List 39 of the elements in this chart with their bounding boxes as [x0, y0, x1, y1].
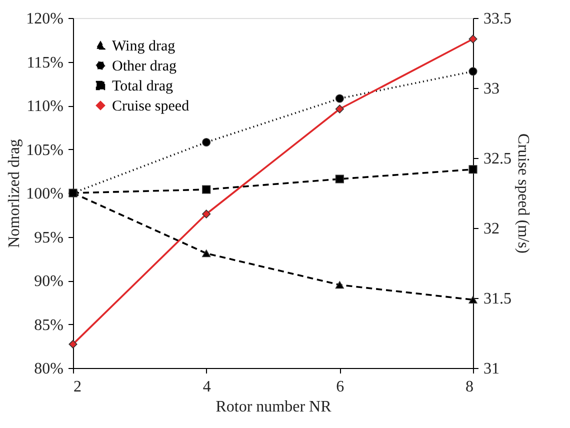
y2-axis-title: Cruise speed (m/s): [514, 134, 532, 254]
point: [68, 340, 78, 348]
legend-label: Total drag: [112, 78, 174, 94]
point: [335, 174, 344, 184]
point: [202, 185, 211, 194]
y2-tick-label: 33.5: [484, 10, 512, 28]
point: [468, 34, 478, 44]
point: [468, 165, 478, 174]
y2-tick-label: 32.5: [484, 150, 512, 168]
y-axis-title: Nomorlized drag: [6, 139, 24, 248]
y-tick-label: 85%: [34, 316, 64, 334]
point: [202, 210, 211, 218]
y-tick-label: 90%: [34, 273, 64, 290]
point: [202, 250, 211, 258]
legend-label: Cruise speed: [112, 98, 190, 114]
legend-label: Other drag: [112, 58, 178, 74]
point: [468, 296, 478, 304]
y-tick-label: 80%: [34, 360, 64, 378]
y2-tick-label: 31: [484, 360, 500, 378]
y2-tick-label: 32: [484, 220, 500, 238]
point: [335, 94, 344, 103]
y2-tick-label: 33: [484, 80, 500, 98]
x-tick-label: 6: [336, 378, 344, 396]
x-tick-label: 4: [202, 378, 211, 396]
legend-label: Wing drag: [112, 38, 176, 54]
y-tick-label: 115%: [26, 54, 64, 72]
point: [202, 138, 211, 147]
point: [335, 281, 344, 289]
y-tick-label: 120%: [26, 10, 64, 28]
y2-tick-label: 31.5: [484, 290, 512, 308]
x-tick-label: 2: [74, 378, 82, 396]
y-tick-label: 105%: [26, 142, 64, 159]
y-tick-label: 100%: [26, 186, 64, 202]
y-tick-label: 95%: [34, 229, 64, 246]
point: [468, 67, 478, 76]
x-tick-label: 8: [466, 378, 474, 396]
point: [335, 104, 344, 114]
x-axis-title: Rotor number NR: [216, 398, 332, 416]
y-tick-label: 110%: [26, 98, 64, 115]
